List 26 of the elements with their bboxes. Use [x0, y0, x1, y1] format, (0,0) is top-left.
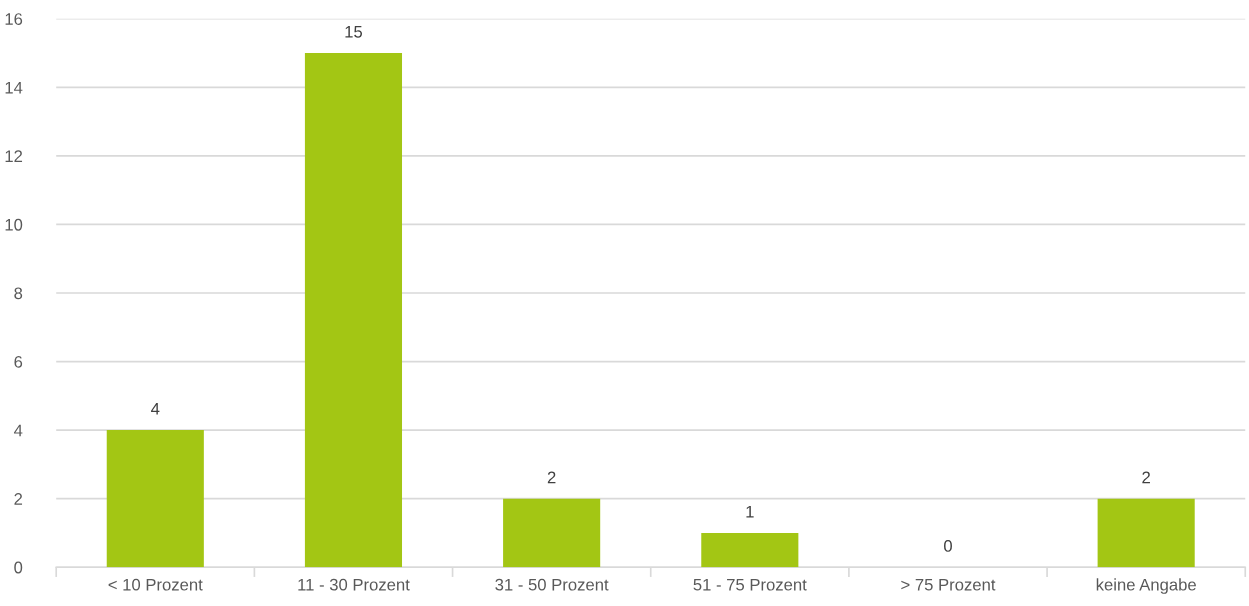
data-label: 4: [151, 403, 160, 415]
bar: [701, 532, 799, 568]
x-tick-label: < 10 Prozent: [108, 578, 203, 591]
y-tick-label: 12: [5, 150, 23, 162]
bar: [304, 53, 403, 568]
data-label: 15: [345, 26, 363, 38]
data-label: 0: [944, 540, 952, 552]
bar: [1097, 498, 1195, 568]
x-tick-label: 51 - 75 Prozent: [693, 578, 807, 591]
y-tick-label: 16: [5, 13, 23, 25]
y-tick-label: 14: [5, 81, 23, 94]
y-tick-label: 6: [14, 355, 23, 368]
y-tick-label: 8: [14, 287, 23, 300]
data-label: 2: [1142, 471, 1150, 484]
bar: [503, 498, 601, 568]
x-tick-label: 31 - 50 Prozent: [495, 578, 609, 591]
data-label: 2: [547, 471, 556, 484]
y-tick-label: 0: [14, 561, 23, 574]
y-tick-label: 2: [14, 493, 23, 505]
x-tick-label: keine Angabe: [1096, 578, 1196, 594]
x-tick-label: 11 - 30 Prozent: [298, 578, 410, 591]
x-tick-label: > 75 Prozent: [901, 578, 996, 591]
data-label: 1: [746, 505, 754, 518]
y-tick-label: 4: [13, 424, 23, 437]
y-tick-label: 10: [5, 218, 23, 231]
bar: [106, 430, 204, 568]
